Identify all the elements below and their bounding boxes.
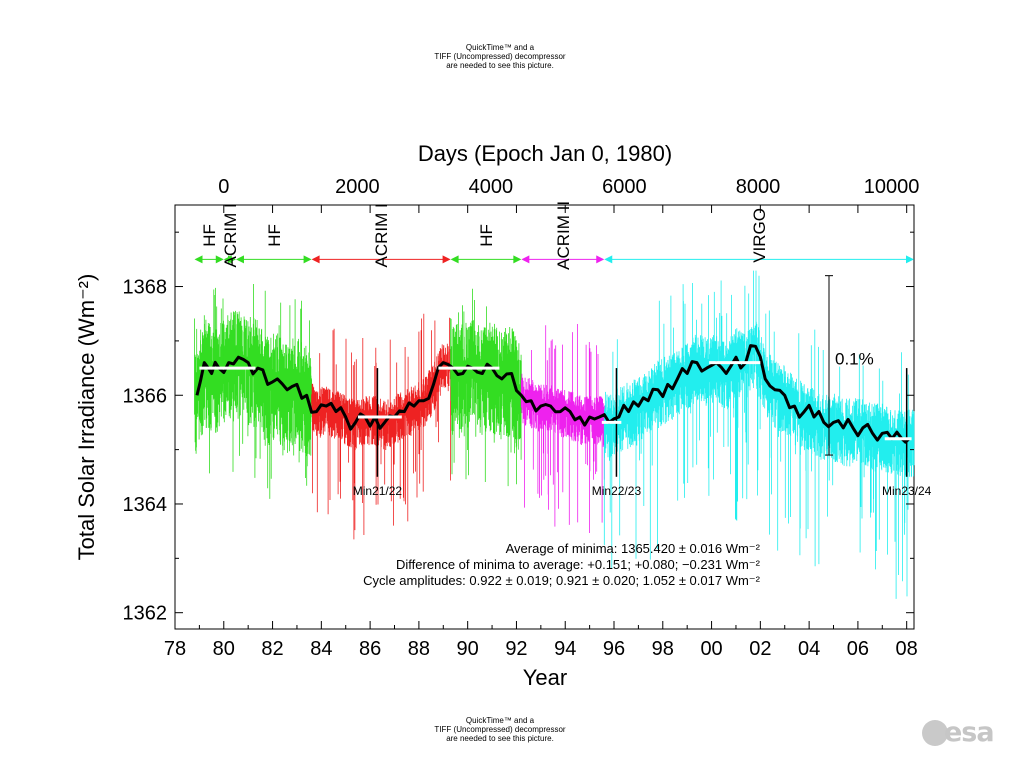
x-tick-label: 96 <box>603 638 625 660</box>
minimum-label: Min22/23 <box>592 484 642 498</box>
raw-data-acrim-ii <box>520 324 605 533</box>
esa-logo: esa <box>922 717 1012 750</box>
y-tick-label: 1368 <box>123 277 168 299</box>
band-arrow-right-icon <box>303 255 312 264</box>
raw-data-hf <box>194 287 225 474</box>
x-tick-label: 98 <box>652 638 674 660</box>
annotation-cycle-amplitudes: Cycle amplitudes: 0.922 ± 0.019; 0.921 ±… <box>363 573 760 588</box>
band-arrow-left-icon <box>604 255 613 264</box>
band-arrow-right-icon <box>442 255 451 264</box>
x-tick-label: 92 <box>505 638 527 660</box>
x-tick-label: 88 <box>408 638 430 660</box>
scale-bar: 0.1% <box>825 275 874 456</box>
band-arrow-right-icon <box>906 255 914 264</box>
top-tick-label: 8000 <box>736 176 781 198</box>
top-tick-label: 10000 <box>864 176 920 198</box>
top-tick-label: 4000 <box>469 176 514 198</box>
x-tick-label: 08 <box>896 638 918 660</box>
y-tick-label: 1362 <box>123 603 168 625</box>
raw-data-acrim-i <box>223 310 237 472</box>
band-arrow-right-icon <box>596 255 605 264</box>
cycle-average-bars <box>199 361 912 441</box>
instrument-label: HF <box>265 224 284 247</box>
instrument-label: ACRIM I <box>372 203 391 267</box>
x-tick-label: 00 <box>700 638 722 660</box>
band-arrow-right-icon <box>215 255 224 264</box>
x-tick-label: 06 <box>847 638 869 660</box>
x-tick-label: 84 <box>310 638 332 660</box>
annotation-average-minima: Average of minima: 1365.420 ± 0.016 Wm⁻² <box>506 541 761 556</box>
instrument-label: ACRIM I <box>221 203 240 267</box>
instrument-label: HF <box>200 224 219 247</box>
top-tick-label: 0 <box>218 176 229 198</box>
quicktime-line: are needed to see this picture. <box>446 734 554 743</box>
esa-logo-text: esa <box>944 717 995 748</box>
x-tick-label: 90 <box>457 638 479 660</box>
minimum-label: Min21/22 <box>353 484 403 498</box>
quicktime-line: QuickTime™ and a <box>465 43 535 52</box>
top-tick-label: 2000 <box>335 176 380 198</box>
instrument-labels: HF ACRIM I HF ACRIM I HF ACRIM II VIRGO <box>200 201 769 270</box>
top-axis-label: Days (Epoch Jan 0, 1980) <box>418 141 672 166</box>
annotation-difference-minima: Difference of minima to average: +0.151;… <box>396 557 761 572</box>
band-arrow-left-icon <box>235 255 244 264</box>
minimum-label: Min23/24 <box>882 484 932 498</box>
x-tick-label: 78 <box>164 638 186 660</box>
y-tick-label: 1366 <box>123 385 168 407</box>
x-tick-label: 82 <box>261 638 283 660</box>
band-arrow-right-icon <box>513 255 522 264</box>
band-arrow-left-icon <box>521 255 530 264</box>
quicktime-placeholder-top: QuickTime™ and a TIFF (Uncompressed) dec… <box>0 43 1000 70</box>
top-tick-label: 6000 <box>602 176 647 198</box>
instrument-bands <box>194 255 914 264</box>
band-arrow-right-icon <box>227 255 236 264</box>
raw-data-hf <box>450 288 522 487</box>
y-tick-label: 1364 <box>123 494 168 516</box>
scale-bar-label: 0.1% <box>835 349 874 368</box>
x-axis-label: Year <box>523 665 567 690</box>
quicktime-placeholder-bottom: QuickTime™ and a TIFF (Uncompressed) dec… <box>0 716 1000 743</box>
quicktime-line: QuickTime™ and a <box>465 716 535 725</box>
instrument-label: HF <box>477 224 496 247</box>
instrument-label: ACRIM II <box>554 201 573 270</box>
quicktime-line: are needed to see this picture. <box>446 61 554 70</box>
x-tick-label: 80 <box>213 638 235 660</box>
band-arrow-left-icon <box>194 255 203 264</box>
quicktime-line: TIFF (Uncompressed) decompressor <box>434 725 566 734</box>
x-tick-label: 04 <box>798 638 820 660</box>
quicktime-line: TIFF (Uncompressed) decompressor <box>434 52 566 61</box>
y-axis-label: Total Solar Irradiance (Wm⁻²) <box>74 274 99 561</box>
axes: 78 80 82 84 86 88 90 92 94 96 98 00 02 04 06 08 0 2000 400… <box>123 176 920 660</box>
band-arrow-left-icon <box>311 255 320 264</box>
composite-series <box>195 344 911 444</box>
esa-logo-circle <box>922 720 948 746</box>
band-arrow-left-icon <box>450 255 459 264</box>
composite-line <box>195 344 911 444</box>
x-tick-label: 02 <box>749 638 771 660</box>
x-tick-label: 94 <box>554 638 576 660</box>
x-tick-label: 86 <box>359 638 381 660</box>
minima-markers: Min21/22 Min22/23 Min23/24 <box>353 368 932 498</box>
instrument-label: VIRGO <box>750 208 769 263</box>
